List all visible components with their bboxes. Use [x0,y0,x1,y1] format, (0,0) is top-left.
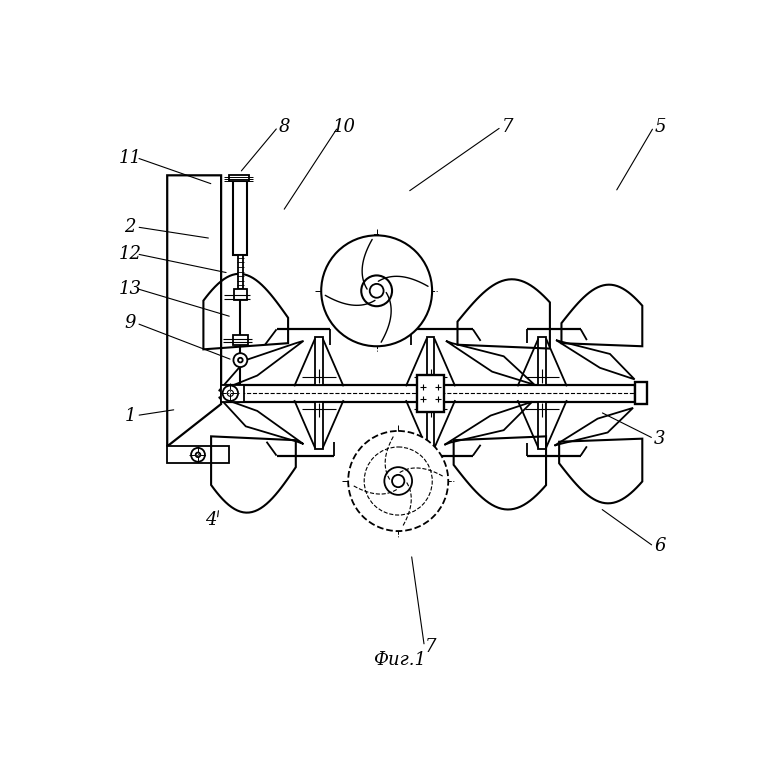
Text: 9: 9 [125,314,136,332]
Bar [229,175,249,181]
Circle shape [392,475,404,487]
Bar [234,290,246,300]
Bar [238,255,243,290]
Bar [167,446,229,463]
Circle shape [196,452,200,457]
Bar [233,181,247,255]
Bar [315,337,323,385]
Text: 1: 1 [125,406,136,425]
Circle shape [238,358,243,362]
Text: 11: 11 [119,149,142,167]
Text: 6: 6 [654,538,666,555]
Circle shape [385,467,412,495]
Text: 10: 10 [333,118,356,136]
Text: 4: 4 [205,511,217,528]
Bar [427,337,434,385]
Circle shape [348,431,448,531]
Bar [315,402,323,449]
Bar [226,385,635,402]
Circle shape [361,276,392,306]
Text: 8: 8 [278,118,290,136]
Text: 3: 3 [654,429,666,448]
Circle shape [370,284,384,298]
Circle shape [364,447,432,515]
Bar [427,402,434,449]
Bar [232,336,248,345]
Text: 13: 13 [119,280,142,297]
Text: Фиг.1: Фиг.1 [374,651,426,670]
Text: 12: 12 [119,245,142,263]
Polygon shape [167,175,221,446]
Text: 7: 7 [502,118,513,136]
Circle shape [222,386,238,401]
Bar [538,402,546,449]
Circle shape [191,448,205,462]
Bar [417,375,445,412]
Text: 5: 5 [654,118,666,136]
Circle shape [227,390,233,396]
Text: 2: 2 [125,218,136,236]
Circle shape [321,235,432,346]
Bar [221,385,244,402]
Circle shape [233,353,247,367]
Bar [538,337,546,385]
Text: 7: 7 [425,637,436,656]
Bar [635,382,647,404]
